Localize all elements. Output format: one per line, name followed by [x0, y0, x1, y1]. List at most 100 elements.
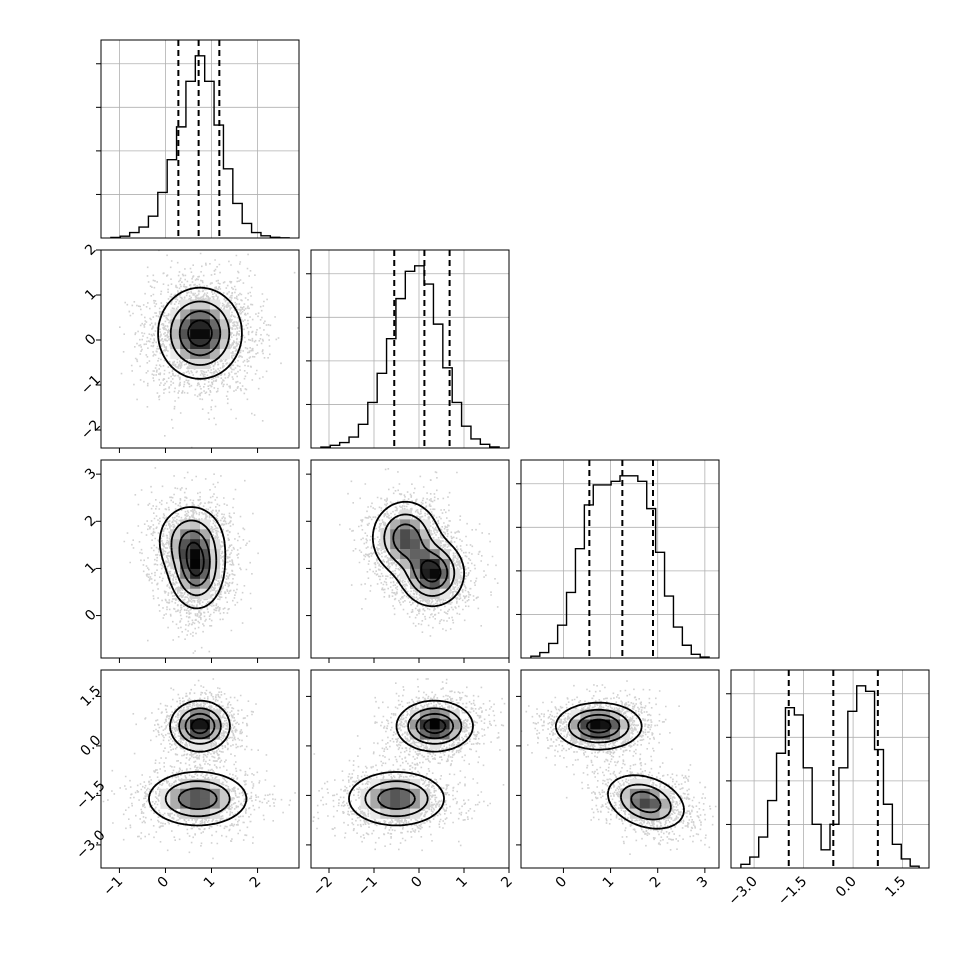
density-cell [439, 709, 450, 720]
density-cell [180, 539, 191, 550]
density-cell [219, 788, 230, 799]
density-cell [200, 588, 211, 599]
density-cell [209, 729, 221, 740]
density-cell [610, 729, 621, 740]
panel-content [102, 678, 296, 860]
density-cell [180, 568, 191, 580]
density-cell [590, 719, 601, 730]
density-cell [390, 798, 401, 809]
density-cell [610, 719, 621, 730]
panel-background [311, 670, 509, 868]
panel-content [339, 468, 499, 637]
density-cell [390, 529, 401, 540]
density-cell [180, 299, 191, 310]
density-cell [639, 788, 650, 799]
contour-line [364, 707, 463, 818]
density-cell [180, 339, 191, 350]
density-cell [400, 808, 411, 819]
panel-background [521, 670, 719, 868]
density-cell [439, 578, 450, 589]
density-cell [439, 729, 450, 740]
contour-line [554, 701, 685, 830]
density-cell [620, 719, 631, 730]
density-cell [190, 778, 201, 790]
density-cell [209, 299, 221, 310]
panel-content [312, 678, 506, 852]
density-cell [180, 559, 191, 570]
density-cell [400, 788, 411, 799]
density-cell [219, 309, 230, 320]
density-cell [200, 559, 211, 570]
density-cell [429, 729, 440, 740]
density-cell [390, 788, 401, 799]
density-cell [390, 808, 401, 819]
x-tick-label: 1 [600, 874, 618, 892]
density-cell [649, 808, 660, 819]
x-tick-label: 1 [201, 874, 219, 892]
density-cell [429, 568, 440, 580]
density-cell [419, 798, 431, 809]
hist-panel-0 [96, 39, 300, 239]
density-cell [190, 588, 201, 599]
contour-line [170, 519, 218, 597]
density-cell [190, 739, 201, 750]
density-cell [649, 788, 660, 799]
density-cell [209, 549, 221, 560]
density-cell [190, 549, 201, 560]
contour-line [157, 286, 243, 380]
contour-line [148, 699, 248, 827]
density-cell [410, 519, 421, 530]
y-tick-label: −1 [78, 372, 104, 398]
density-cell [200, 729, 211, 740]
density-cell [180, 808, 191, 819]
density-cell [200, 549, 211, 560]
density-cell [410, 788, 421, 799]
density-cell [659, 808, 670, 819]
density-cell [380, 778, 391, 790]
contour-line [190, 718, 210, 735]
x-tick-label: 0 [155, 874, 173, 892]
density-cell [429, 588, 440, 599]
density-cell [400, 798, 411, 809]
panel-frame [310, 669, 510, 869]
density-cell [429, 578, 440, 589]
density-cell [219, 319, 230, 330]
density-cell [219, 349, 230, 360]
density-cell [180, 729, 191, 740]
y-tick-label: 3 [82, 465, 100, 483]
density-cell [170, 559, 181, 570]
density-cell [380, 798, 391, 809]
density-cell [200, 808, 211, 819]
x-tick-label: 1.5 [882, 874, 909, 901]
density-cell [400, 778, 411, 790]
x-tick-label: −3.0 [726, 874, 761, 909]
contour-line [177, 712, 218, 810]
x-tick-label: 2 [247, 874, 265, 892]
density-cell [190, 719, 201, 730]
density-cell [410, 578, 421, 589]
density-cell [419, 529, 431, 540]
contour-line [577, 713, 662, 814]
panel-background [101, 670, 299, 868]
panel-frame [310, 459, 510, 659]
panel-frame [100, 39, 300, 239]
density-cell [200, 319, 211, 330]
density-cell [190, 729, 201, 740]
histogram-step [110, 55, 290, 239]
density-cell [160, 788, 171, 799]
density-cell [180, 578, 191, 589]
density-cell [209, 319, 221, 330]
density-cell [219, 798, 230, 809]
density-cell [190, 319, 201, 330]
density-cell [419, 729, 431, 740]
x-tick-label: 1 [453, 874, 471, 892]
density-cell [410, 719, 421, 730]
density-cell [570, 709, 581, 720]
y-tick-label: 0.0 [77, 732, 104, 759]
density-cell [190, 309, 201, 320]
density-cell [449, 719, 460, 730]
density-cell [429, 559, 440, 570]
x-tick-label: 0 [408, 874, 426, 892]
density-cell [449, 729, 460, 740]
